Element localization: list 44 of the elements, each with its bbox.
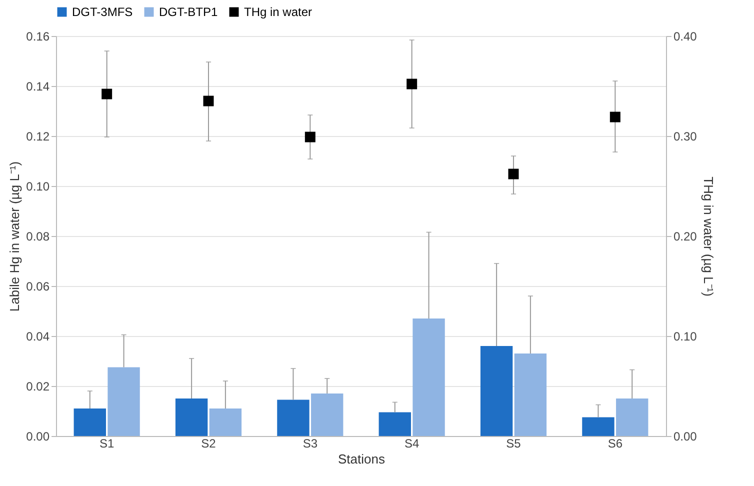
y-tick-label: 0.12 [26,130,50,144]
y-tick-label: 0.14 [26,80,50,94]
y-axis-title: Labile Hg in water (µg L⁻¹) [7,161,22,312]
bar [514,354,547,436]
y-tick-label: 0.16 [26,30,50,44]
bar [412,318,445,436]
point [508,168,519,180]
bar [378,412,411,436]
y-tick-label: 0.10 [26,180,50,194]
bar [175,398,208,436]
y2-tick-label: 0.10 [674,330,698,344]
y2-tick-label: 0.30 [674,130,698,144]
y-tick-label: 0.08 [26,230,50,244]
point [610,112,620,122]
point [102,88,112,100]
y2-axis-title: THg in water (µg L⁻¹) [700,176,716,296]
bar [480,346,513,436]
y2-tick-label: 0.20 [674,230,698,244]
legend-label: DGT-3MFS [72,5,133,19]
x-tick-label: S4 [404,436,420,450]
point [304,132,316,142]
x-tick-label: S1 [99,436,114,450]
bar [108,367,140,436]
y2-tick-label: 0.00 [674,430,698,444]
y-tick-label: 0.04 [26,330,50,344]
x-axis-title: Stations [338,452,386,466]
bar [311,394,344,436]
legend-label: THg in water [244,5,312,19]
x-tick-label: S6 [608,436,623,450]
bar [582,417,614,436]
y-tick-label: 0.00 [26,430,50,444]
bar [616,398,648,436]
y2-tick-label: 0.40 [674,30,698,44]
legend-label: DGT-BTP1 [159,5,218,19]
bar [209,408,242,436]
x-tick-label: S5 [506,436,522,450]
point [203,96,214,106]
point [406,78,418,90]
y-tick-label: 0.06 [26,280,50,294]
bar [277,400,310,436]
x-tick-label: S2 [201,436,216,450]
x-tick-label: S3 [302,436,318,450]
bar [74,408,106,436]
y-tick-label: 0.02 [26,380,50,394]
